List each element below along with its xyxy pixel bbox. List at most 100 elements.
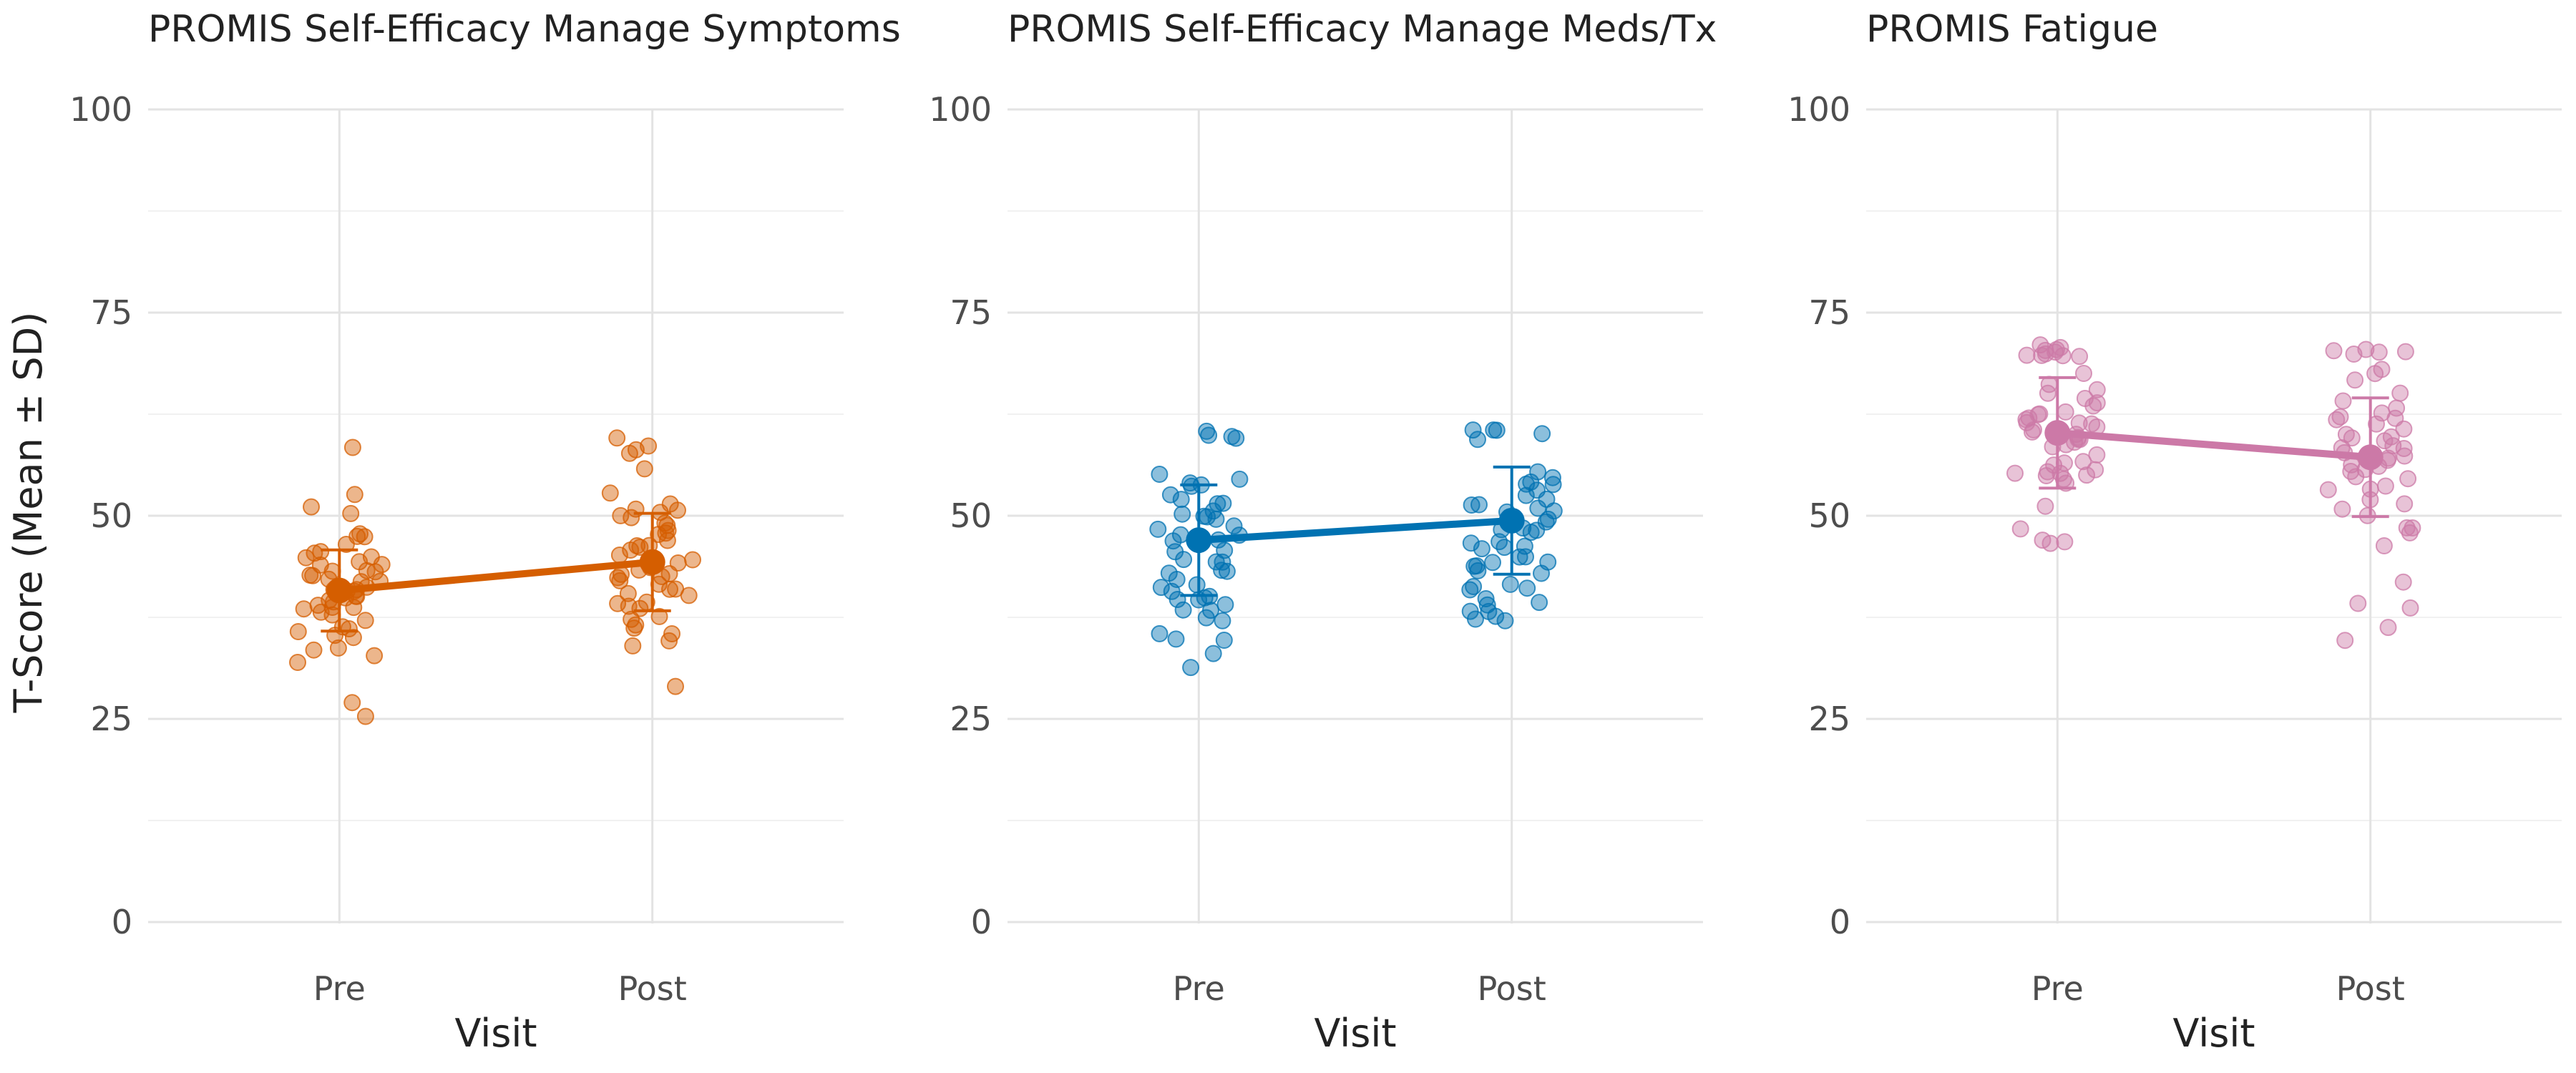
data-point: [1167, 630, 1185, 648]
y-tick-label: 0: [971, 903, 992, 941]
data-point: [1544, 476, 1562, 494]
panels-group: 0 25 50 75 100 Pre Post Visit PROMIS Self-Effica…: [69, 8, 2562, 1056]
data-point: [1531, 594, 1548, 612]
data-point: [2336, 632, 2354, 650]
data-point: [2037, 467, 2055, 484]
data-point: [1488, 421, 1506, 439]
data-point: [2087, 461, 2104, 479]
data-point: [660, 565, 678, 582]
data-point: [601, 484, 619, 502]
data-point: [2347, 468, 2365, 486]
data-point: [1174, 505, 1191, 523]
data-point: [1539, 553, 1557, 571]
data-point: [343, 694, 361, 712]
data-point: [2391, 384, 2409, 402]
data-point: [2396, 447, 2414, 465]
data-point: [2018, 346, 2036, 364]
data-point: [2088, 394, 2106, 412]
mean-point: [2357, 444, 2384, 471]
data-point: [2041, 534, 2059, 552]
data-point: [612, 506, 630, 524]
data-point: [1467, 610, 1484, 628]
mean-point: [1498, 507, 1525, 534]
y-tick-label: 100: [1787, 90, 1850, 129]
data-point: [304, 567, 322, 584]
data-point: [340, 620, 358, 637]
data-point: [1225, 517, 1243, 535]
data-point: [624, 637, 642, 655]
panel-title: PROMIS Fatigue: [1866, 8, 2158, 51]
data-point: [658, 531, 676, 549]
mean-line: [2054, 429, 2374, 461]
y-tick-label: 0: [112, 903, 132, 941]
data-point: [608, 429, 626, 447]
data-point: [2401, 599, 2419, 617]
data-point: [2396, 343, 2414, 361]
data-point: [2370, 343, 2388, 361]
data-point: [2366, 365, 2384, 383]
data-point: [1478, 596, 1496, 614]
data-point: [305, 641, 323, 659]
mean-point: [1186, 527, 1212, 554]
data-point: [1216, 596, 1234, 614]
mean-point: [2044, 420, 2071, 446]
panel-title: PROMIS Self-Efficacy Manage Symptoms: [148, 8, 901, 51]
data-point: [1214, 612, 1231, 629]
data-point: [1172, 491, 1190, 509]
data-point: [1517, 548, 1534, 566]
panel-title: PROMIS Self-Efficacy Manage Meds/Tx: [1008, 8, 1717, 51]
data-point: [680, 587, 698, 604]
data-point: [660, 632, 678, 650]
data-point: [2036, 497, 2054, 515]
data-point: [2349, 594, 2367, 612]
data-point: [1501, 575, 1519, 593]
data-point: [289, 654, 306, 671]
x-tick-label: Pre: [1173, 969, 1225, 1008]
data-point: [1231, 470, 1249, 488]
data-point: [2396, 495, 2414, 513]
data-point: [2325, 342, 2343, 360]
data-point: [2375, 537, 2393, 554]
data-point: [1207, 553, 1225, 571]
data-point: [1213, 562, 1231, 579]
data-point: [1149, 520, 1167, 538]
data-point: [2334, 392, 2352, 410]
data-point: [1461, 581, 1479, 599]
y-tick-label: 0: [1830, 903, 1850, 941]
data-point: [337, 536, 355, 553]
data-point: [2039, 384, 2057, 402]
y-tick-label: 50: [90, 496, 132, 535]
y-tick-label: 50: [1808, 496, 1850, 535]
data-point: [1491, 533, 1508, 551]
data-point: [620, 444, 638, 462]
data-point: [2011, 520, 2029, 538]
x-tick-label: Post: [1478, 969, 1546, 1008]
y-tick-label: 50: [950, 496, 992, 535]
data-point: [297, 549, 315, 567]
data-point: [1215, 632, 1233, 649]
data-point: [2394, 573, 2412, 591]
data-point: [2054, 347, 2072, 365]
data-point: [650, 607, 668, 625]
data-point: [1496, 612, 1514, 629]
data-point: [2033, 346, 2051, 364]
data-point: [1207, 510, 1225, 528]
data-point: [1517, 486, 1535, 504]
data-point: [2328, 411, 2346, 428]
mean-point: [326, 577, 353, 604]
data-point: [1218, 562, 1236, 580]
y-tick-label: 25: [1808, 700, 1850, 738]
mean-point: [639, 549, 665, 575]
data-point: [1182, 659, 1200, 677]
data-point: [684, 551, 701, 569]
data-point: [1152, 579, 1170, 597]
x-axis-title: Visit: [2172, 1011, 2255, 1056]
data-point: [373, 556, 391, 574]
data-point: [1151, 624, 1169, 642]
data-point: [2379, 619, 2397, 637]
data-point: [303, 498, 320, 516]
data-point: [1533, 425, 1551, 443]
data-point: [1164, 532, 1182, 550]
data-point: [1465, 557, 1483, 575]
